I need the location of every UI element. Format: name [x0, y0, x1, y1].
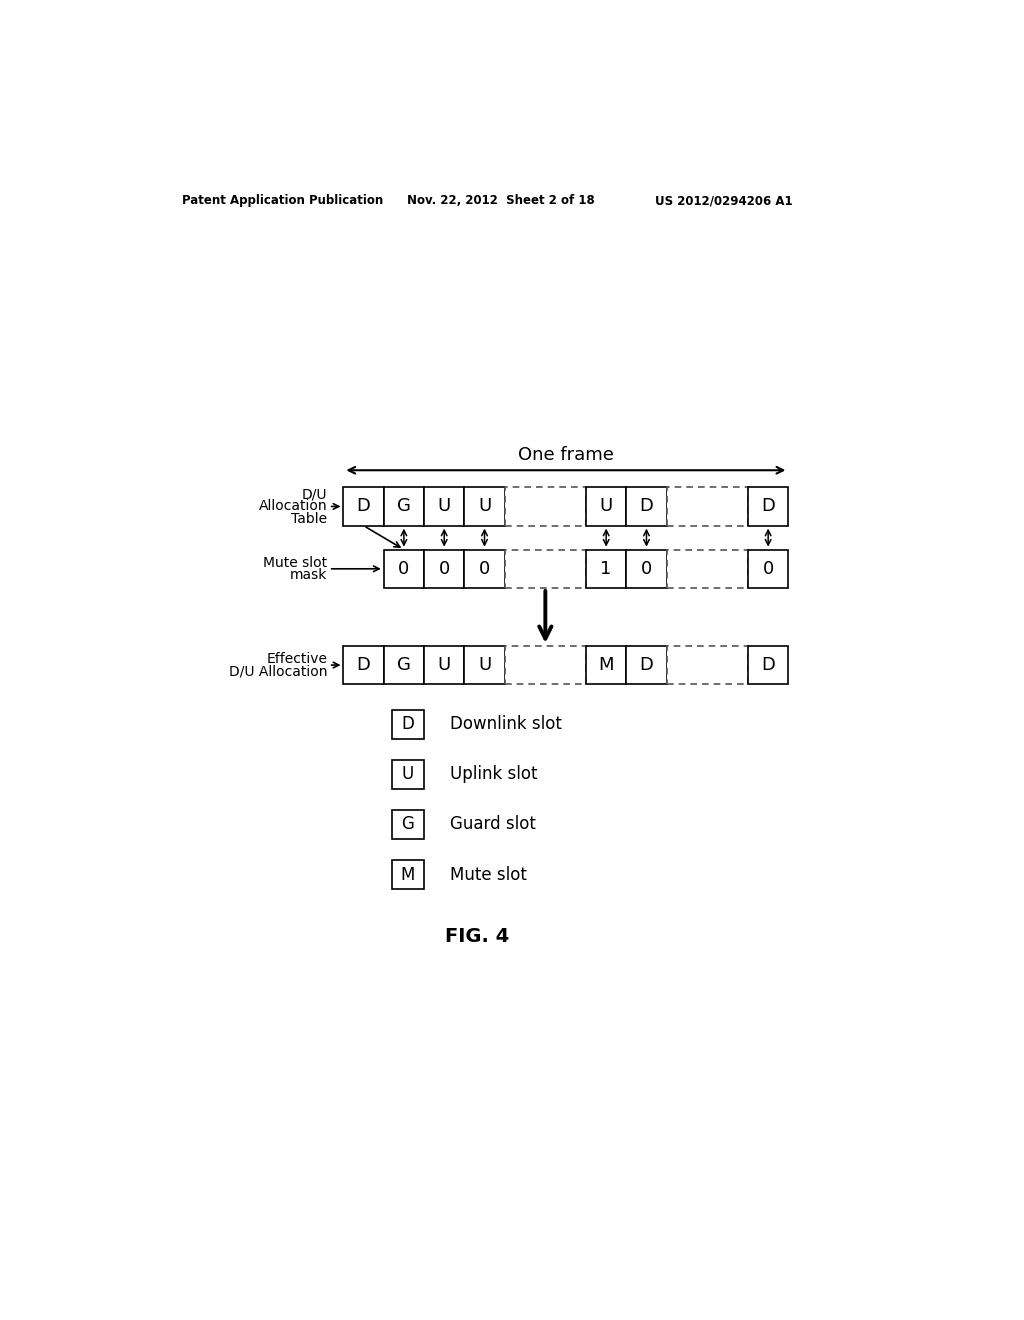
Bar: [667, 487, 748, 525]
Text: US 2012/0294206 A1: US 2012/0294206 A1: [655, 194, 793, 207]
Bar: [343, 487, 384, 525]
Text: M: M: [598, 656, 614, 675]
Text: Effective: Effective: [266, 652, 328, 665]
Text: D: D: [356, 656, 371, 675]
Bar: [464, 549, 505, 589]
Bar: [384, 487, 424, 525]
Text: D: D: [640, 498, 653, 515]
Text: FIG. 4: FIG. 4: [444, 927, 509, 945]
Text: D: D: [761, 498, 775, 515]
Text: D: D: [640, 656, 653, 675]
Text: U: U: [478, 498, 492, 515]
Bar: [391, 859, 424, 890]
Text: U: U: [599, 498, 612, 515]
Text: G: G: [401, 816, 415, 833]
Text: 1: 1: [600, 560, 612, 578]
Text: 0: 0: [438, 560, 450, 578]
Text: Mute slot: Mute slot: [263, 556, 328, 570]
Text: Uplink slot: Uplink slot: [450, 766, 538, 783]
Bar: [464, 645, 505, 684]
Text: D: D: [401, 715, 415, 734]
Bar: [505, 487, 586, 525]
Bar: [627, 549, 667, 589]
Bar: [505, 645, 586, 684]
Bar: [391, 710, 424, 739]
Bar: [586, 645, 627, 684]
Text: 0: 0: [479, 560, 490, 578]
Bar: [384, 645, 424, 684]
Text: G: G: [397, 656, 411, 675]
Bar: [748, 645, 788, 684]
Bar: [384, 549, 424, 589]
Text: Patent Application Publication: Patent Application Publication: [182, 194, 384, 207]
Bar: [667, 549, 748, 589]
Text: D: D: [356, 498, 371, 515]
Text: 0: 0: [641, 560, 652, 578]
Text: mask: mask: [290, 568, 328, 582]
Text: Downlink slot: Downlink slot: [450, 715, 561, 734]
Text: D/U: D/U: [302, 487, 328, 502]
Bar: [343, 645, 384, 684]
Bar: [748, 487, 788, 525]
Text: Guard slot: Guard slot: [450, 816, 536, 833]
Text: Allocation: Allocation: [258, 499, 328, 513]
Bar: [505, 549, 586, 589]
Text: Nov. 22, 2012  Sheet 2 of 18: Nov. 22, 2012 Sheet 2 of 18: [407, 194, 595, 207]
Bar: [748, 549, 788, 589]
Text: Table: Table: [291, 512, 328, 525]
Text: 0: 0: [398, 560, 410, 578]
Bar: [464, 487, 505, 525]
Bar: [627, 487, 667, 525]
Text: M: M: [400, 866, 415, 883]
Text: D/U Allocation: D/U Allocation: [228, 664, 328, 678]
Text: U: U: [478, 656, 492, 675]
Text: Mute slot: Mute slot: [450, 866, 526, 883]
Bar: [586, 549, 627, 589]
Bar: [424, 549, 464, 589]
Bar: [586, 487, 627, 525]
Bar: [667, 645, 748, 684]
Text: U: U: [437, 498, 451, 515]
Bar: [391, 810, 424, 840]
Bar: [391, 760, 424, 789]
Text: D: D: [761, 656, 775, 675]
Bar: [627, 645, 667, 684]
Text: U: U: [437, 656, 451, 675]
Bar: [424, 645, 464, 684]
Text: One frame: One frame: [518, 446, 613, 465]
Text: U: U: [401, 766, 414, 783]
Bar: [424, 487, 464, 525]
Text: 0: 0: [763, 560, 774, 578]
Text: G: G: [397, 498, 411, 515]
